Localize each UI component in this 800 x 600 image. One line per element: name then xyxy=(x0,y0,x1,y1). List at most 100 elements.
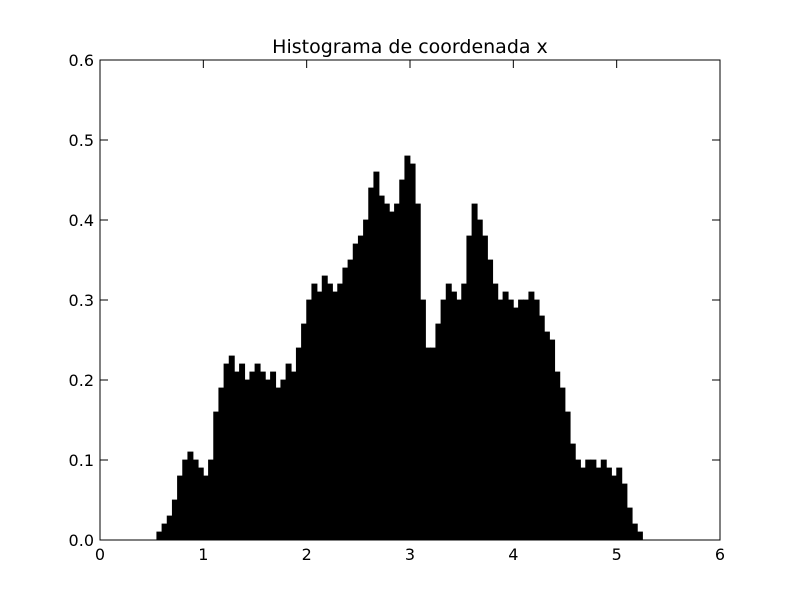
bar xyxy=(605,467,612,541)
bar xyxy=(197,467,204,541)
bar xyxy=(208,459,215,541)
bar xyxy=(461,283,468,541)
bar xyxy=(182,459,189,541)
bar xyxy=(554,371,561,541)
bar xyxy=(218,387,225,541)
bar xyxy=(332,291,339,541)
bar xyxy=(621,483,628,541)
bar xyxy=(440,299,447,541)
bar xyxy=(559,387,566,541)
bar xyxy=(564,411,571,541)
bar xyxy=(275,387,282,541)
bar xyxy=(507,299,514,541)
x-tick-label: 4 xyxy=(508,545,518,564)
bar xyxy=(223,363,230,541)
bar xyxy=(378,195,385,541)
bar xyxy=(399,179,406,541)
y-tick-label: 0.0 xyxy=(69,531,94,550)
bar xyxy=(590,459,597,541)
y-tick-label: 0.4 xyxy=(69,211,94,230)
bar xyxy=(425,347,432,541)
bar xyxy=(337,283,344,541)
bar xyxy=(533,299,540,541)
bar xyxy=(192,459,199,541)
bar xyxy=(616,467,623,541)
chart-title: Histograma de coordenada x xyxy=(272,36,548,58)
bar xyxy=(626,507,633,541)
y-tick-label: 0.5 xyxy=(69,131,94,150)
bar xyxy=(574,459,581,541)
bar xyxy=(394,203,401,541)
bar xyxy=(383,203,390,541)
bar xyxy=(213,411,220,541)
bar xyxy=(497,299,504,541)
x-tick-label: 1 xyxy=(198,545,208,564)
bar xyxy=(388,211,395,541)
bar xyxy=(171,499,178,541)
bar xyxy=(357,235,364,541)
bar xyxy=(326,283,333,541)
bar xyxy=(523,299,530,541)
bar xyxy=(414,203,421,541)
bar xyxy=(487,259,494,541)
bar xyxy=(363,219,370,541)
bar xyxy=(166,515,173,541)
bar xyxy=(347,259,354,541)
x-tick-label: 0 xyxy=(95,545,105,564)
bar xyxy=(419,299,426,541)
bar xyxy=(476,219,483,541)
bar xyxy=(481,235,488,541)
bar xyxy=(161,523,168,541)
bar xyxy=(187,451,194,541)
bar xyxy=(492,283,499,541)
bar xyxy=(254,363,261,541)
x-tick-label: 3 xyxy=(405,545,415,564)
bar xyxy=(264,379,271,541)
bar xyxy=(435,323,442,541)
bar xyxy=(290,371,297,541)
bar xyxy=(342,267,349,541)
bar xyxy=(249,371,256,541)
bar xyxy=(301,323,308,541)
bar xyxy=(404,155,411,541)
bar xyxy=(228,355,235,541)
bar xyxy=(580,467,587,541)
x-tick-label: 5 xyxy=(612,545,622,564)
x-tick-label: 6 xyxy=(715,545,725,564)
bar xyxy=(585,459,592,541)
bar xyxy=(430,347,437,541)
bar xyxy=(311,283,318,541)
bar xyxy=(321,275,328,541)
bar xyxy=(600,459,607,541)
bar xyxy=(450,291,457,541)
bar xyxy=(611,475,618,541)
bar xyxy=(518,299,525,541)
bar xyxy=(352,243,359,541)
bar xyxy=(156,531,163,541)
bar xyxy=(456,299,463,541)
bar xyxy=(244,379,251,541)
bar xyxy=(543,331,550,541)
bar xyxy=(595,467,602,541)
bar xyxy=(295,347,302,541)
bar xyxy=(409,163,416,541)
y-tick-label: 0.6 xyxy=(69,51,94,70)
bar xyxy=(466,235,473,541)
bar xyxy=(549,339,556,541)
bar xyxy=(202,475,209,541)
bar xyxy=(280,379,287,541)
bar xyxy=(502,291,509,541)
bar xyxy=(233,371,240,541)
bar xyxy=(569,443,576,541)
bar xyxy=(631,523,638,541)
bar xyxy=(316,291,323,541)
bar xyxy=(285,363,292,541)
y-tick-label: 0.1 xyxy=(69,451,94,470)
bar xyxy=(538,315,545,541)
bar xyxy=(471,203,478,541)
bar xyxy=(259,371,266,541)
x-tick-label: 2 xyxy=(302,545,312,564)
y-tick-label: 0.3 xyxy=(69,291,94,310)
y-tick-label: 0.2 xyxy=(69,371,94,390)
